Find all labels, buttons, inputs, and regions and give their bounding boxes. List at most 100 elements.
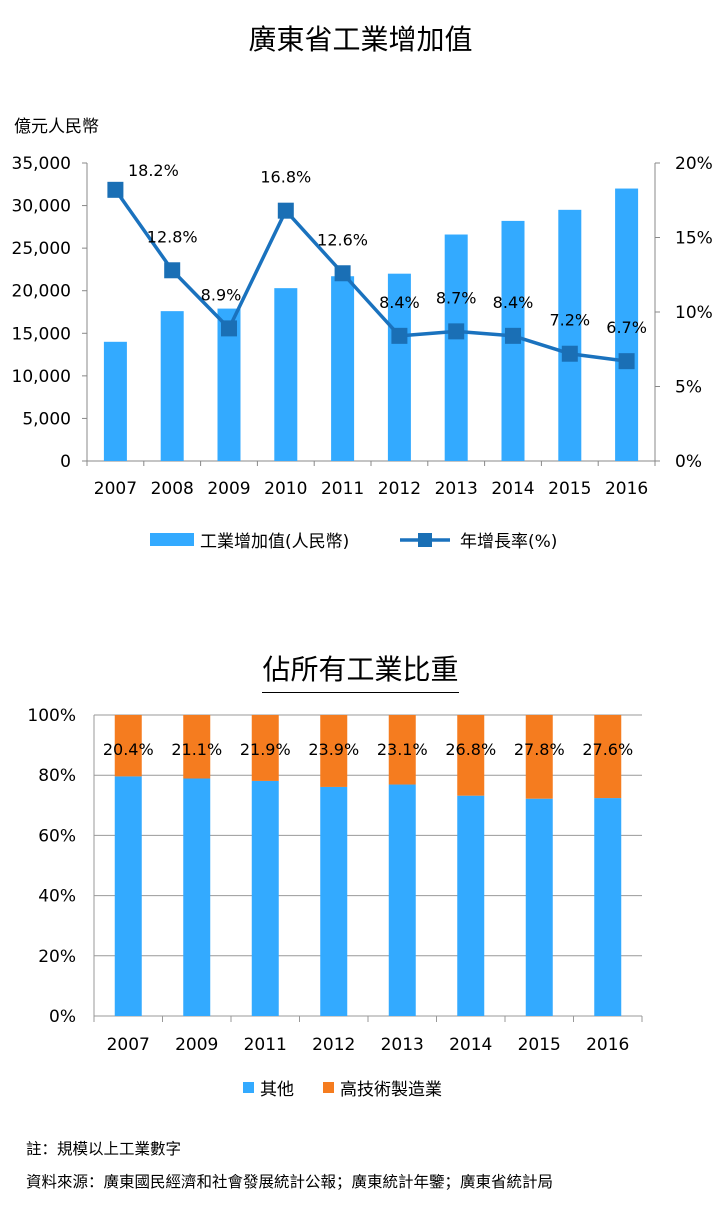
legend-bar-label: 工業增加值(人民幣) [200,532,350,552]
chart1-xtick-label: 2007 [94,479,137,499]
chart2-bar-hightech [457,715,485,796]
chart2-bar-other [525,798,553,1016]
chart2-bar-other [251,780,279,1016]
chart2-bar-other [457,795,485,1016]
chart1-bar [615,188,639,462]
chart2-ytick-label: 100% [27,706,76,726]
chart1-ytick-label: 20,000 [12,282,71,302]
chart1-growth-label: 8.7% [436,288,477,307]
chart1-growth-marker [107,181,124,198]
chart2-xtick-label: 2016 [586,1035,629,1055]
chart2-bar-other [320,786,348,1016]
chart2-title: 佔所有工業比重 [262,648,459,693]
chart1-bar [103,341,127,461]
legend-bar-swatch [150,533,194,546]
chart1-legend-bar: 工業增加值(人民幣) [150,527,349,552]
legend-other-swatch [243,1082,254,1093]
chart2-bar-other [114,776,142,1016]
chart1-growth-label: 12.8% [147,227,198,246]
legend-line-label: 年增長率(%) [460,532,558,552]
chart2-bar-hightech [251,715,279,781]
chart1-bar [160,311,184,461]
chart1-growth-label: 8.4% [379,293,420,312]
chart1-growth-label: 6.7% [606,318,647,337]
chart2-xtick-label: 2007 [107,1035,150,1055]
chart1-bar [558,209,582,461]
chart2-bar-other [388,784,416,1016]
chart2-ytick-label: 40% [38,887,76,907]
chart2-hightech-label: 21.1% [171,740,222,759]
chart1-growth-marker [618,353,635,370]
chart2-bar-hightech [183,715,211,779]
source-text: 資料來源：廣東國民經濟和社會發展統計公報；廣東統計年鑒；廣東省統計局 [26,1173,554,1191]
chart1-ytick-label: 15,000 [12,324,71,344]
chart1-bar [331,276,355,461]
note-text: 註：規模以上工業數字 [26,1140,182,1158]
chart2-hightech-label: 27.8% [514,740,565,759]
chart1-growth-line [113,188,627,363]
chart2-bar-hightech [114,715,142,777]
chart1-growth-marker [164,262,181,279]
chart1-ytick-label: 5,000 [22,409,71,429]
legend-other-label: 其他 [260,1080,294,1100]
chart1-bar [387,273,411,461]
chart2-xtick-label: 2012 [312,1035,355,1055]
chart2-bar-hightech [525,715,553,799]
chart1-growth-marker [221,320,237,337]
chart2-bar-hightech [388,715,416,785]
chart1-xtick-label: 2013 [435,479,478,499]
chart1-growth-marker [448,323,465,340]
chart1-ylabel: 億元人民幣 [14,117,99,137]
chart1-xtick-label: 2015 [548,479,591,499]
chart1-title: 廣東省工業增加值 [248,23,473,56]
chart2-bar-hightech [594,715,622,799]
chart1-ytick-label: 35,000 [12,154,71,174]
chart1-xtick-label: 2009 [207,479,250,499]
chart2-hightech-label: 27.6% [582,740,633,759]
chart2-xtick-label: 2009 [175,1035,218,1055]
chart2-hightech-label: 23.1% [377,740,428,759]
chart1-bar [444,234,468,461]
chart1-legend-line: 年增長率(%) [398,527,557,552]
chart1-growth-marker [391,327,408,344]
chart1-growth-label: 16.8% [260,168,311,187]
chart1-y2tick-label: 20% [675,154,713,174]
chart2-hightech-label: 21.9% [240,740,291,759]
chart2-svg: 0% 20% 40% 60% 80% 100% 2007 2009 2011 2012 2013 20… [27,706,643,1055]
chart1-ytick-label: 25,000 [12,239,71,259]
chart2-hightech-label: 26.8% [445,740,496,759]
chart2-bar-other [183,778,211,1016]
chart1-ytick-label: 0 [60,452,71,472]
chart2-title-wrap: 佔所有工業比重 [0,648,721,693]
chart1-growth-label: 7.2% [549,311,590,330]
chart1-svg: 0 5,000 10,000 15,000 20,000 25,000 30,000 35,0… [12,154,713,499]
chart2-ytick-label: 0% [49,1007,76,1027]
chart1-growth-marker [505,327,521,344]
chart1-ytick-label: 30,000 [12,197,71,217]
chart1-y2tick-label: 5% [675,378,702,398]
chart1-y2tick-label: 10% [675,303,713,323]
chart1-y2tick-label: 15% [675,229,713,249]
chart2-xtick-label: 2013 [381,1035,424,1055]
legend-line-swatch [400,532,450,547]
chart2-ytick-label: 80% [38,766,76,786]
chart2-xtick-label: 2015 [518,1035,561,1055]
chart1-xtick-label: 2016 [605,479,648,499]
chart1-xtick-label: 2011 [321,479,364,499]
chart2-legend-other: 其他 [243,1075,294,1100]
chart2-ytick-label: 60% [38,826,76,846]
chart1-growth-label: 8.4% [493,293,534,312]
chart1-xtick-label: 2012 [378,479,421,499]
chart1-growth-marker [334,265,351,282]
legend-hightech-swatch [323,1082,334,1093]
chart2-legend-hightech: 高技術製造業 [323,1075,442,1100]
chart2-hightech-label: 23.9% [308,740,359,759]
chart2-bar-other [594,798,622,1016]
chart2-bar-hightech [320,715,348,787]
chart1-growth-label: 8.9% [201,285,242,304]
chart2-xtick-label: 2014 [449,1035,492,1055]
legend-hightech-label: 高技術製造業 [340,1080,442,1100]
chart1-y2tick-label: 0% [675,452,702,472]
chart1-growth-label: 18.2% [128,161,179,180]
chart1-xtick-label: 2014 [491,479,534,499]
